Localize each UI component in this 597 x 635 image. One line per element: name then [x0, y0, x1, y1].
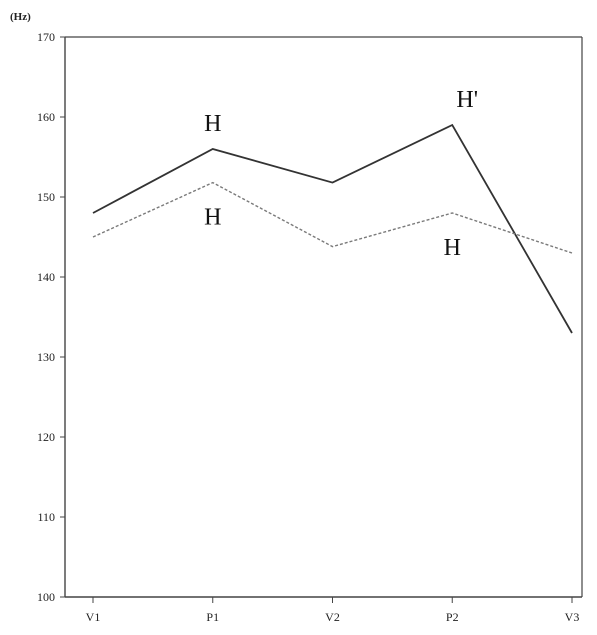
x-tick-label: V1 — [86, 610, 101, 624]
x-tick-label: P1 — [206, 610, 219, 624]
y-tick-label: 110 — [37, 510, 55, 524]
y-unit-label: (Hz) — [10, 11, 31, 23]
annotation-label: H — [204, 205, 221, 231]
x-tick-label: P2 — [446, 610, 459, 624]
series-line-1 — [92, 123, 573, 334]
x-tick-label: V3 — [565, 610, 580, 624]
y-tick-label: 160 — [37, 110, 55, 124]
annotation-label: H' — [456, 87, 478, 113]
y-tick-label: 140 — [37, 270, 55, 284]
axes — [60, 36, 583, 603]
y-tick-label: 150 — [37, 190, 55, 204]
x-tick-label: V2 — [325, 610, 340, 624]
annotation-label: H — [204, 111, 221, 137]
series-line-2 — [92, 181, 573, 254]
y-tick-label: 130 — [37, 350, 55, 364]
y-tick-label: 170 — [37, 30, 55, 44]
tick-labels: 100 110 120 130 140 150 160 170 V1 P1 V2 P2 V3 — [37, 30, 579, 624]
annotation-label: H — [444, 235, 461, 261]
y-tick-label: 120 — [37, 430, 55, 444]
y-tick-label: 100 — [37, 590, 55, 604]
series-group — [92, 123, 573, 334]
annotations: H H' H H — [204, 87, 478, 261]
